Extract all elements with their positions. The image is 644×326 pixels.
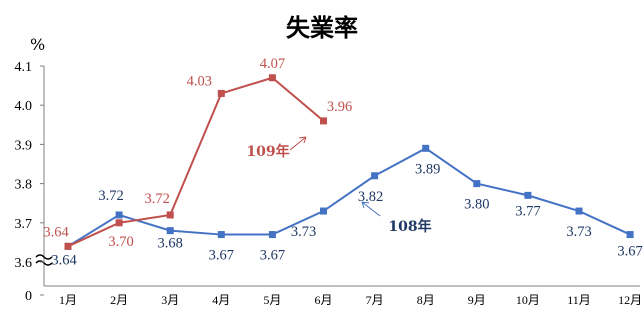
data-point xyxy=(269,74,276,81)
series-annotation-109: 109年 xyxy=(246,143,289,160)
x-tick-label: 7月 xyxy=(366,293,384,307)
data-point xyxy=(116,219,123,226)
y-tick-label: 4.0 xyxy=(15,99,33,114)
y-tick-label: 4.1 xyxy=(15,60,33,75)
data-point xyxy=(269,231,276,238)
data-label: 3.77 xyxy=(515,203,540,219)
data-label: 3.64 xyxy=(43,224,69,240)
series-108: 3.643.723.683.67 3.673.733.823.893.80 3.77… xyxy=(51,145,642,269)
data-label: 3.73 xyxy=(566,224,591,240)
series-line xyxy=(68,78,324,247)
x-tick-label: 5月 xyxy=(263,293,281,307)
data-label: 3.67 xyxy=(617,244,642,260)
data-label: 3.72 xyxy=(145,191,170,207)
data-label: 3.96 xyxy=(327,99,352,115)
x-tick-label: 11月 xyxy=(567,293,591,307)
data-label: 3.72 xyxy=(98,188,123,204)
data-point xyxy=(371,172,378,179)
y-tick-label: 3.6 xyxy=(15,256,33,271)
data-label: 3.73 xyxy=(291,224,316,240)
data-point xyxy=(627,231,634,238)
data-label: 4.03 xyxy=(187,73,212,89)
data-point xyxy=(116,211,123,218)
x-tick-label: 10月 xyxy=(516,293,540,307)
data-point xyxy=(167,227,174,234)
annotation-arrow xyxy=(290,137,306,150)
data-point xyxy=(422,145,429,152)
data-label: 3.70 xyxy=(108,234,133,250)
data-label: 3.64 xyxy=(51,252,77,268)
data-label: 3.68 xyxy=(158,236,183,252)
data-point xyxy=(320,117,327,124)
x-tick-label: 1月 xyxy=(59,293,77,307)
data-point xyxy=(218,231,225,238)
x-tick-label: 9月 xyxy=(468,293,486,307)
x-tick-label: 8月 xyxy=(417,293,435,307)
y-tick-label: 3.9 xyxy=(15,138,33,153)
data-point xyxy=(65,243,72,250)
data-label: 3.80 xyxy=(464,197,489,213)
data-point xyxy=(576,208,583,215)
data-point xyxy=(473,180,480,187)
y-tick-label: 0 xyxy=(25,289,32,304)
data-label: 3.67 xyxy=(209,248,234,264)
data-point xyxy=(167,211,174,218)
x-tick-label: 4月 xyxy=(212,293,230,307)
data-label: 3.67 xyxy=(260,248,285,264)
x-tick-label: 3月 xyxy=(161,293,179,307)
data-label: 4.07 xyxy=(260,56,285,72)
y-axis-unit: % xyxy=(30,35,45,54)
y-tick-label: 3.8 xyxy=(15,178,33,193)
x-tick-label: 2月 xyxy=(110,293,128,307)
data-point xyxy=(524,192,531,199)
series-109: 3.64 3.70 3.72 4.03 4.07 3.96 xyxy=(43,56,352,250)
data-point xyxy=(218,90,225,97)
y-tick-label: 3.7 xyxy=(15,217,33,232)
x-tick-label: 12月 xyxy=(618,293,642,307)
series-annotation-108: 108年 xyxy=(388,218,431,235)
data-point xyxy=(320,208,327,215)
x-tick-label: 6月 xyxy=(314,293,332,307)
chart-title: 失業率 xyxy=(286,13,358,42)
data-label: 3.89 xyxy=(415,161,440,177)
